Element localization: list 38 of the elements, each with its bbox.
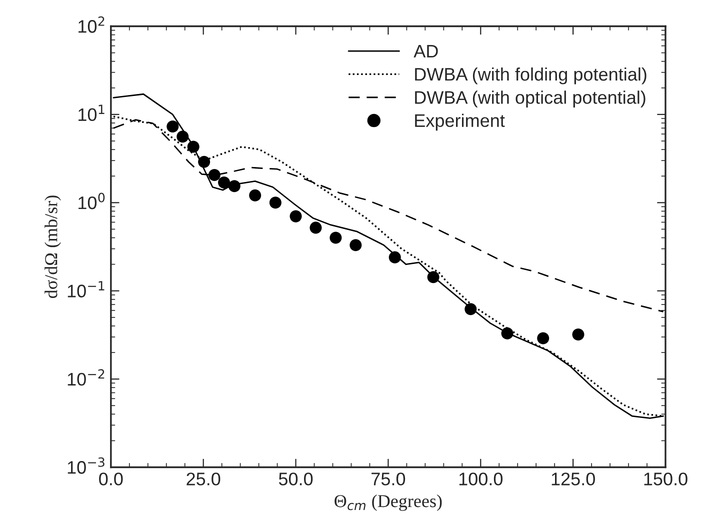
- point: [228, 180, 240, 192]
- point: [208, 168, 220, 181]
- y-tick-label: 10$^{−1}$: [68, 281, 104, 298]
- y-tick-label: 10$^{−3}$: [68, 457, 104, 474]
- legend-label: DWBA (with folding potential): [415, 67, 646, 84]
- point: [501, 327, 514, 340]
- point: [218, 176, 230, 189]
- point: [537, 332, 550, 344]
- point: [388, 251, 401, 264]
- point: [198, 156, 210, 168]
- y-axis-title: dσ/dΩ (mb/sr): [44, 196, 61, 298]
- point: [269, 196, 282, 209]
- point: [572, 328, 584, 341]
- y-tick-label: 10$^{−2}$: [68, 369, 104, 386]
- y-tick-label: 10$^{0}$: [78, 192, 105, 210]
- point: [249, 189, 262, 202]
- point: [166, 120, 179, 133]
- point: [350, 239, 362, 252]
- point: [310, 222, 322, 234]
- x-tick-label: 125.0: [552, 472, 595, 486]
- point: [464, 303, 477, 316]
- legend-label: DWBA (with optical potential): [415, 90, 646, 108]
- point: [290, 210, 302, 222]
- y-tick-label: 10$^{2}$: [78, 16, 104, 33]
- point: [187, 140, 200, 153]
- x-tick-label: 0.0: [99, 472, 123, 486]
- legend-label: Experiment: [415, 114, 505, 131]
- point: [427, 271, 440, 284]
- y-tick-label: 10$^{1}$: [78, 104, 104, 122]
- point: [176, 130, 189, 143]
- legend-label: AD: [414, 44, 438, 58]
- x-tick-label: 100.0: [459, 472, 503, 486]
- x-axis-title: Θ$_{cm}$ (Degrees): [334, 494, 442, 511]
- x-tick-label: 25.0: [186, 472, 220, 486]
- x-tick-label: 50.0: [278, 472, 313, 486]
- x-tick-label: 150.0: [644, 472, 688, 486]
- point: [330, 232, 342, 244]
- x-tick-label: 75.0: [372, 472, 406, 486]
